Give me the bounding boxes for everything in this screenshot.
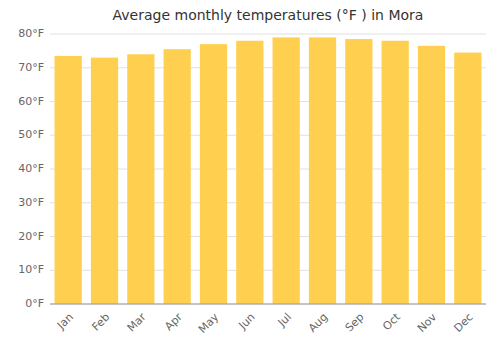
bar (309, 37, 336, 304)
x-tick-label: Dec (451, 311, 475, 335)
x-tick-label: Jun (236, 311, 258, 333)
y-tick-label: 60°F (18, 95, 44, 108)
chart: 0°F 10°F 20°F 30°F 40°F 50°F 60°F 70°F 80°F Jan Fe… (0, 0, 500, 350)
y-tick-label: 30°F (18, 196, 44, 209)
bar (55, 56, 82, 304)
bar (382, 41, 409, 304)
y-tick-label: 80°F (18, 27, 44, 40)
x-tick-label: Aug (306, 311, 330, 335)
x-axis-line (50, 304, 486, 305)
title: Average monthly temperatures (°F ) in Mo… (113, 7, 424, 23)
bar (273, 37, 300, 304)
grid (50, 34, 486, 304)
x-tick-label: Nov (415, 310, 440, 335)
y-tick-label: 70°F (18, 61, 44, 74)
x-tick-label: Jul (275, 311, 294, 330)
x-tick-label: Sep (343, 311, 367, 335)
bar (127, 54, 154, 304)
bar (200, 44, 227, 304)
bar (91, 58, 118, 304)
y-axis: 0°F 10°F 20°F 30°F 40°F 50°F 60°F 70°F 80°F (18, 27, 44, 310)
bar (164, 49, 191, 304)
grid-line (50, 304, 486, 305)
bar (345, 39, 372, 304)
x-tick-label: Oct (380, 310, 403, 333)
bar (236, 41, 263, 304)
y-tick-label: 50°F (18, 128, 44, 141)
y-tick-label: 10°F (18, 263, 44, 276)
bar (418, 46, 445, 304)
grid-line (50, 34, 486, 35)
x-axis: Jan Feb Mar Apr May Jun Jul Aug Sep Oct Nov Dec (54, 310, 476, 336)
bar (454, 53, 481, 304)
y-tick-label: 40°F (18, 162, 44, 175)
x-tick-label: May (196, 310, 222, 336)
x-tick-label: Mar (125, 310, 149, 334)
x-tick-label: Jan (54, 311, 76, 333)
y-tick-label: 0°F (25, 297, 44, 310)
x-tick-label: Apr (162, 310, 185, 333)
y-tick-label: 20°F (18, 230, 44, 243)
bars (55, 37, 482, 304)
x-tick-label: Feb (89, 311, 112, 334)
